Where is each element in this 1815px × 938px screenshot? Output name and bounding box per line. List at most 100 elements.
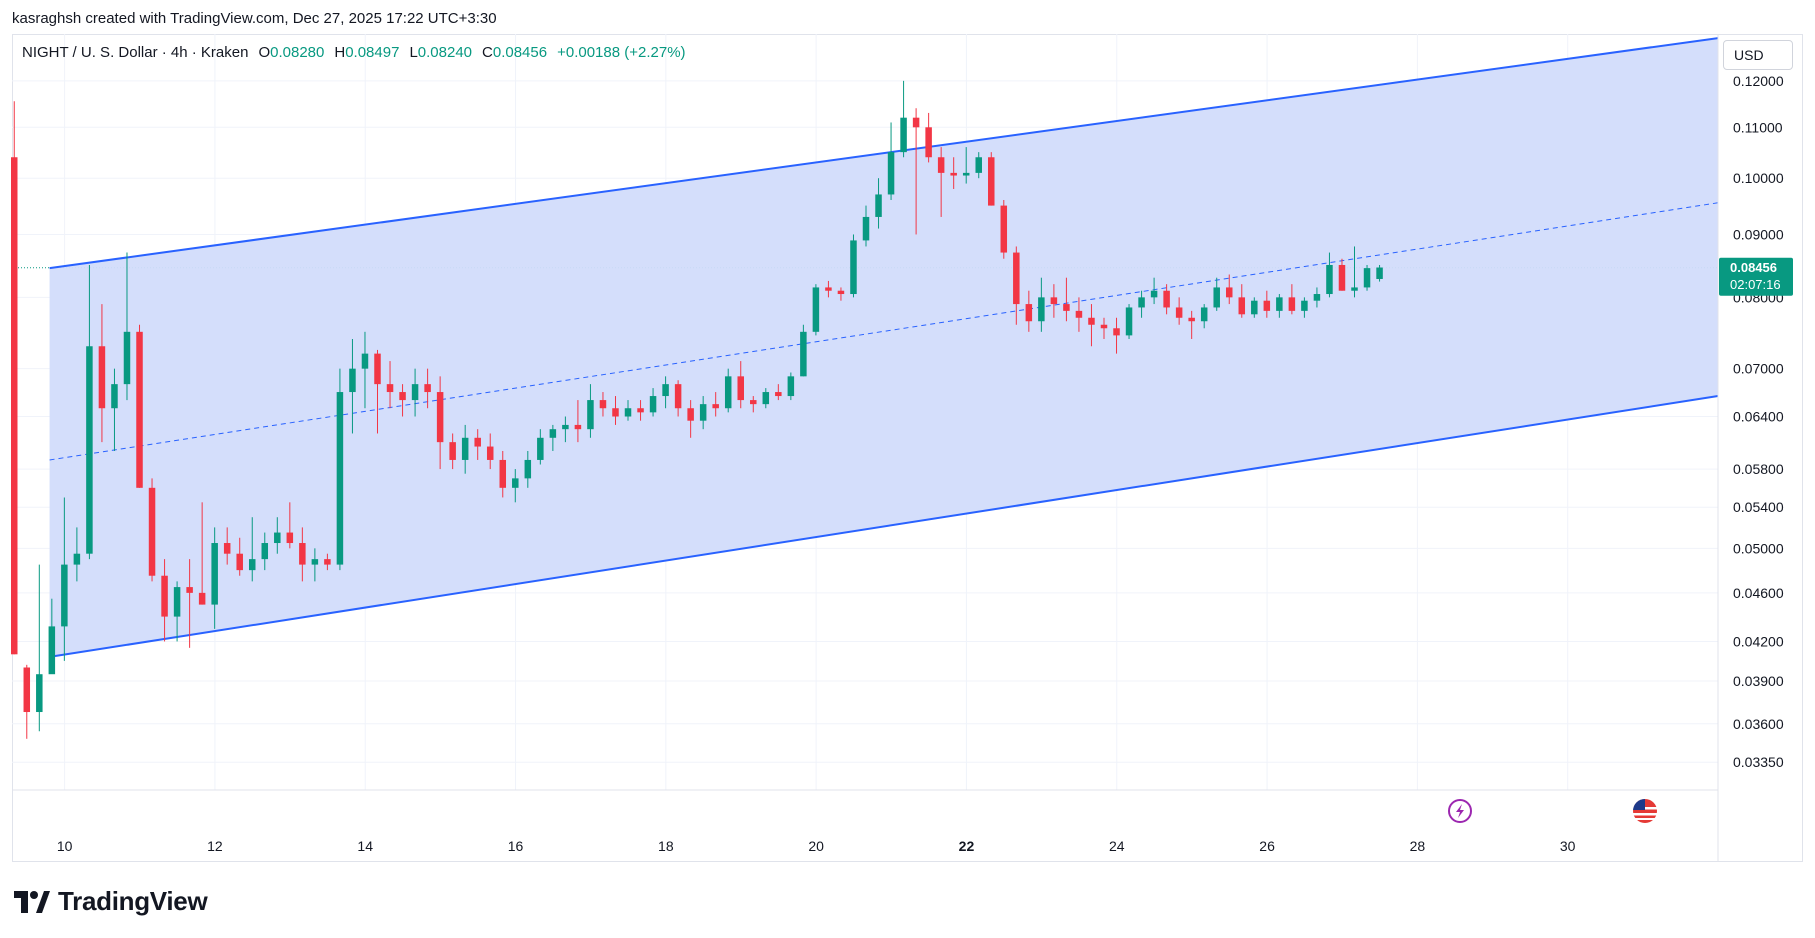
candle-body xyxy=(474,437,481,447)
candle-body xyxy=(1000,205,1008,253)
candle-body xyxy=(687,408,694,421)
candle-body xyxy=(1288,297,1296,311)
price-time-axes: 0.120000.110000.100000.090000.080000.070… xyxy=(12,34,1784,862)
candle xyxy=(1013,246,1020,325)
low-value: 0.08240 xyxy=(417,44,473,61)
candle-body xyxy=(800,331,807,377)
candle-body xyxy=(699,404,707,421)
candle xyxy=(1163,284,1170,315)
candle-body xyxy=(937,157,945,173)
candle-body xyxy=(161,575,168,617)
candle-body xyxy=(1363,268,1371,288)
brand-name: TradingView xyxy=(58,886,208,916)
candle xyxy=(912,108,920,235)
candle xyxy=(574,400,582,443)
candle xyxy=(261,532,269,571)
candle xyxy=(1000,199,1008,259)
candle-body xyxy=(436,392,444,443)
candle-body xyxy=(612,408,619,417)
candle-body xyxy=(674,384,682,409)
x-tick-label: 16 xyxy=(508,838,524,854)
candle xyxy=(1313,287,1321,308)
high-value: 0.08497 xyxy=(345,44,400,61)
candle xyxy=(962,147,970,184)
candle-body xyxy=(724,376,732,409)
candle xyxy=(1200,304,1208,329)
us-flag-icon[interactable] xyxy=(1633,798,1657,823)
candle xyxy=(775,384,782,401)
lightning-icon[interactable] xyxy=(1448,799,1472,823)
candle xyxy=(599,392,607,417)
candle xyxy=(274,517,281,554)
candle-body xyxy=(737,376,744,401)
candle-body xyxy=(637,408,644,413)
candle xyxy=(36,564,43,732)
candle xyxy=(136,324,143,488)
candle xyxy=(1125,304,1133,339)
x-tick-label: 28 xyxy=(1410,838,1426,854)
candle-body xyxy=(762,392,770,405)
candles xyxy=(11,80,1383,739)
candle xyxy=(937,147,945,217)
candle-body xyxy=(1213,287,1220,308)
candle xyxy=(73,527,81,582)
symbol-legend: NIGHT / U. S. Dollar · 4h · Kraken O 0.08… xyxy=(22,44,686,61)
candle xyxy=(887,122,895,200)
candle xyxy=(474,429,481,460)
candle xyxy=(1288,284,1296,315)
candle-body xyxy=(1200,307,1208,322)
candle-body xyxy=(1225,287,1233,298)
candle-body xyxy=(1138,297,1145,308)
candle xyxy=(988,152,995,206)
candle xyxy=(925,112,932,163)
tradingview-logo[interactable]: TradingView xyxy=(14,886,208,917)
candle-body xyxy=(424,384,431,393)
y-tick-label: 0.03350 xyxy=(1733,754,1784,770)
symbol-title: NIGHT / U. S. Dollar · 4h · Kraken xyxy=(22,44,249,61)
candle-body xyxy=(1301,300,1308,311)
candle-body xyxy=(148,487,156,576)
candle xyxy=(850,234,857,298)
tradingview-logo-icon xyxy=(14,890,50,913)
candle xyxy=(1038,277,1045,332)
candle-body xyxy=(1050,297,1058,305)
candle xyxy=(361,331,369,409)
candle xyxy=(211,527,218,629)
candle xyxy=(1338,258,1346,291)
candle xyxy=(61,497,68,661)
candle-body xyxy=(261,543,269,560)
candle-body xyxy=(988,157,995,206)
candle-body xyxy=(812,287,820,332)
candle xyxy=(825,280,832,298)
candle-body xyxy=(562,424,569,430)
candle xyxy=(549,424,557,451)
candle xyxy=(762,388,770,409)
candle xyxy=(900,80,907,158)
candle-body xyxy=(1025,304,1033,322)
candle xyxy=(198,502,206,605)
candle xyxy=(11,101,18,655)
candle-body xyxy=(1113,328,1120,336)
candle xyxy=(587,384,594,438)
channel-fill xyxy=(49,38,1718,657)
candle xyxy=(1088,304,1095,347)
candle-body xyxy=(311,559,319,565)
candle-body xyxy=(549,429,557,438)
candle-body xyxy=(649,396,657,413)
candle xyxy=(248,517,256,582)
x-tick-label: 12 xyxy=(207,838,223,854)
candle xyxy=(374,349,381,434)
candle xyxy=(562,416,569,443)
candle-body xyxy=(1088,317,1095,325)
candle-body xyxy=(787,376,795,397)
candle xyxy=(537,429,544,465)
y-tick-label: 0.09000 xyxy=(1733,226,1784,242)
currency-button[interactable]: USD xyxy=(1723,40,1793,70)
candle xyxy=(1063,277,1070,322)
candle xyxy=(1301,297,1308,318)
candle xyxy=(512,469,519,503)
bar-countdown: 02:07:16 xyxy=(1730,277,1781,292)
candle-body xyxy=(962,172,970,176)
candle-body xyxy=(1150,290,1158,298)
